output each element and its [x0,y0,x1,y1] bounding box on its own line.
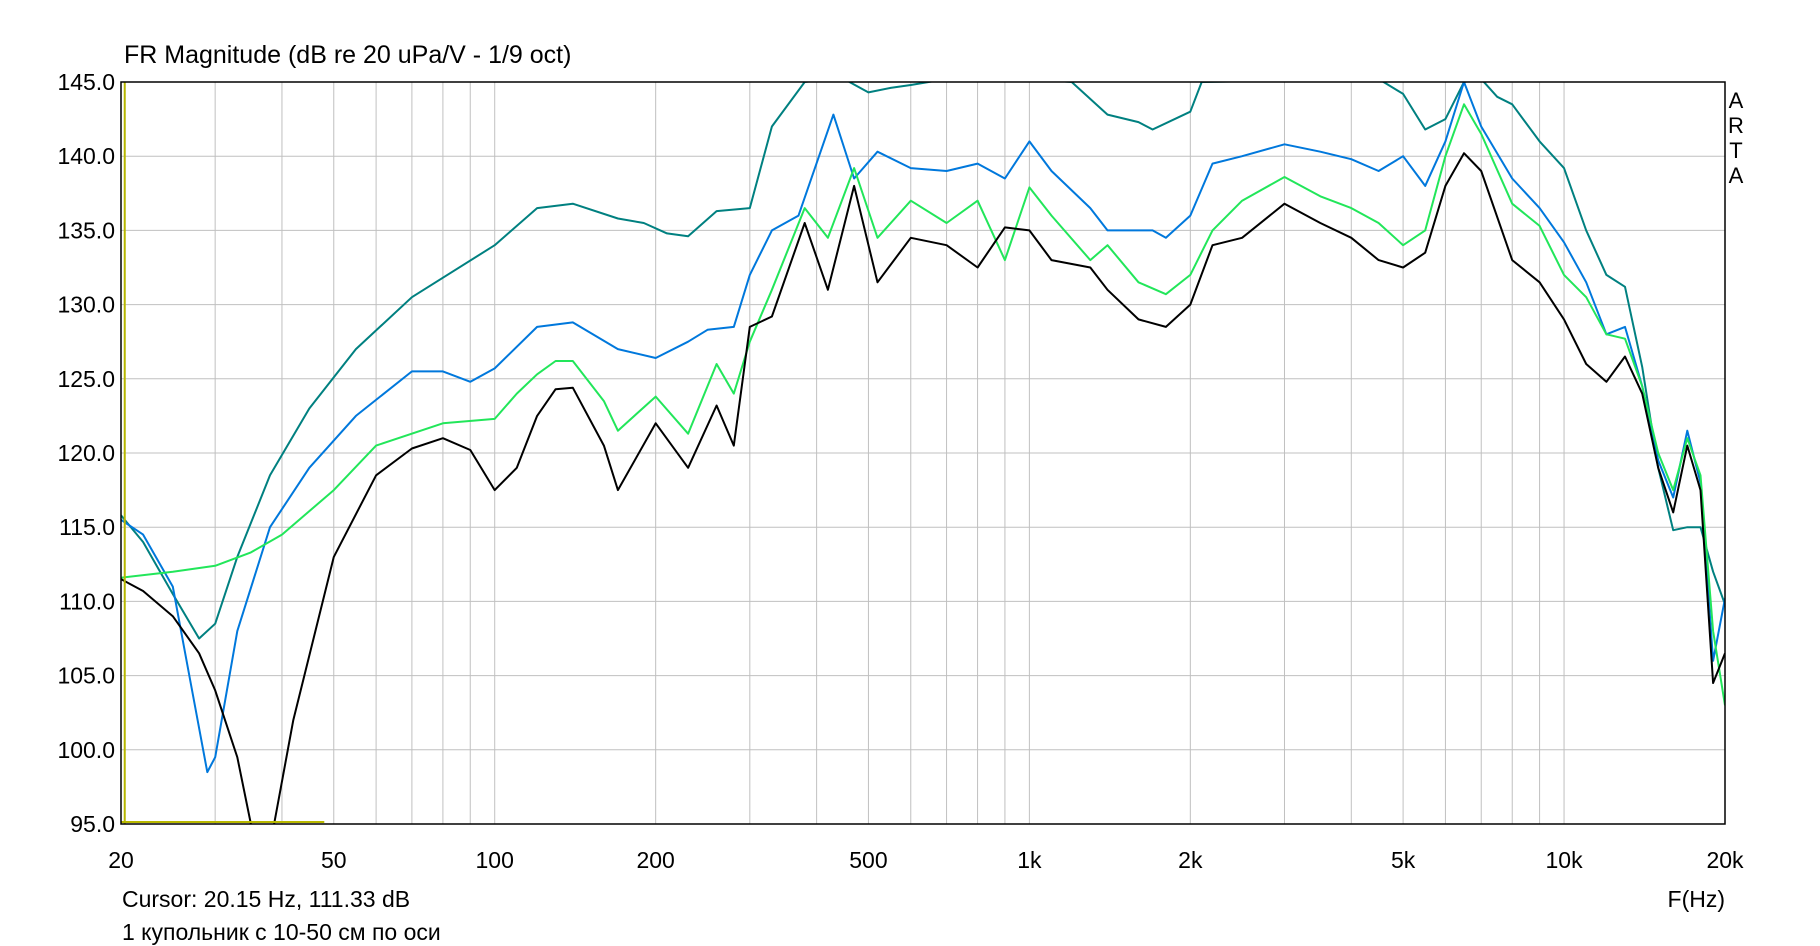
x-tick-label: 20k [1706,847,1744,873]
series-line-3 [121,103,1725,706]
x-tick-label: 2k [1178,847,1203,873]
series-layer [121,82,1725,824]
arta-letter: T [1729,138,1742,163]
arta-letter: R [1728,113,1744,138]
y-tick-label: 120.0 [57,440,115,466]
arta-letter: A [1729,163,1744,188]
x-tick-label: 100 [476,847,514,873]
y-tick-label: 125.0 [57,366,115,392]
x-tick-label: 10k [1546,847,1584,873]
x-tick-label: 20 [108,847,134,873]
series-line-4 [121,152,1725,824]
cursor-marker [121,82,325,824]
cursor-readout: Cursor: 20.15 Hz, 111.33 dB [122,886,410,912]
y-tick-label: 135.0 [57,217,115,243]
x-tick-label: 200 [636,847,674,873]
y-tick-label: 140.0 [57,143,115,169]
series-line-1 [121,82,1725,640]
y-tick-label: 115.0 [59,514,115,540]
x-axis-tick-labels: 20 50 100 200 500 1k 2k 5k 10k 20k [108,847,1744,873]
y-axis-tick-labels: 145.0 140.0 135.0 130.0 125.0 120.0 115.0 110.0… [57,69,115,837]
y-tick-label: 130.0 [57,292,115,318]
x-tick-label: 5k [1391,847,1416,873]
plot-frame [120,81,1726,825]
y-tick-label: 105.0 [57,663,115,689]
y-tick-label: 110.0 [59,588,115,614]
x-axis-label: F(Hz) [1668,886,1725,912]
arta-letter: A [1729,88,1744,113]
x-tick-label: 1k [1017,847,1042,873]
y-tick-label: 145.0 [57,69,115,95]
x-tick-label: 500 [849,847,887,873]
x-tick-label: 50 [321,847,347,873]
chart-title: FR Magnitude (dB re 20 uPa/V - 1/9 oct) [124,41,571,69]
series-line-2 [121,82,1725,774]
chart-caption: 1 купольник с 10-50 см по оси [122,919,441,945]
y-tick-label: 100.0 [57,737,115,763]
y-tick-label: 95.0 [70,811,115,837]
